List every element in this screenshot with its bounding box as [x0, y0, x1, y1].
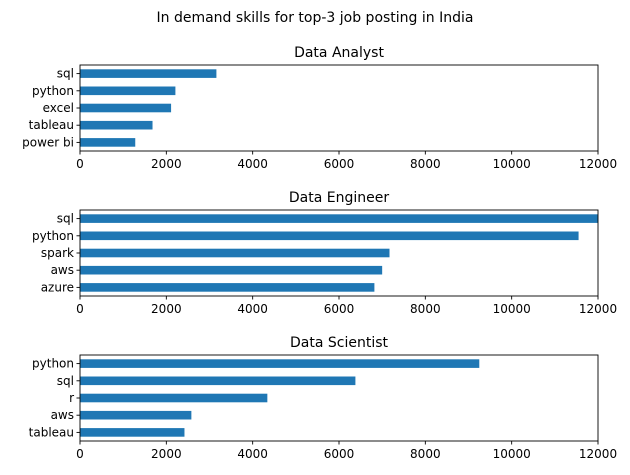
y-tick-label: power bi: [22, 135, 74, 149]
axes-frame: [79, 209, 599, 297]
y-tick-label: python: [32, 84, 74, 98]
y-tick-label: tableau: [29, 425, 74, 439]
bar-python: [80, 231, 579, 241]
x-tick-label: 8000: [410, 157, 441, 171]
x-tick-label: 2000: [151, 447, 182, 461]
x-tick-label: 12000: [579, 302, 617, 316]
bar-power-bi: [80, 138, 136, 147]
x-tick-label: 6000: [324, 302, 355, 316]
bar-sql: [80, 214, 598, 223]
bar-excel: [80, 103, 172, 113]
subplot-title: Data Engineer: [289, 190, 389, 206]
subplot-title: Data Analyst: [294, 45, 384, 61]
axes-frame: [79, 64, 599, 152]
x-tick-label: 0: [76, 447, 84, 461]
x-tick-label: 0: [76, 157, 84, 171]
figure-title: In demand skills for top-3 job posting i…: [157, 10, 474, 26]
subplot-data-analyst: Data Analyst sql python excel tableau power …: [22, 45, 617, 171]
y-tick-label: python: [32, 357, 74, 371]
x-tick-label: 12000: [579, 447, 617, 461]
bar-sql: [80, 376, 356, 386]
bar-aws: [80, 410, 192, 420]
y-tick-label: excel: [43, 101, 74, 115]
x-tick-label: 6000: [324, 157, 355, 171]
y-tick-label: azure: [41, 280, 74, 294]
y-tick-label: aws: [51, 263, 74, 277]
bar-sql: [80, 69, 217, 78]
bar-aws: [80, 265, 383, 275]
x-tick-label: 4000: [237, 447, 268, 461]
x-tick-label: 8000: [410, 447, 441, 461]
y-tick-label: sql: [57, 67, 74, 81]
bar-spark: [80, 248, 390, 258]
bar-python: [80, 359, 480, 368]
axes-frame: [79, 354, 599, 442]
y-tick-label: tableau: [29, 118, 74, 132]
bar-tableau: [80, 428, 185, 437]
bar-r: [80, 393, 268, 403]
x-tick-label: 4000: [237, 302, 268, 316]
y-tick-label: spark: [41, 246, 74, 260]
x-tick-label: 2000: [151, 157, 182, 171]
y-tick-label: r: [69, 391, 74, 405]
y-tick-label: python: [32, 229, 74, 243]
x-tick-label: 6000: [324, 447, 355, 461]
x-tick-label: 0: [76, 302, 84, 316]
y-tick-label: sql: [57, 212, 74, 226]
x-tick-label: 10000: [493, 157, 531, 171]
y-tick-label: aws: [51, 408, 74, 422]
x-tick-label: 8000: [410, 302, 441, 316]
x-tick-label: 2000: [151, 302, 182, 316]
x-tick-label: 12000: [579, 157, 617, 171]
x-tick-label: 4000: [237, 157, 268, 171]
subplot-title: Data Scientist: [290, 335, 389, 351]
x-tick-label: 10000: [493, 447, 531, 461]
y-tick-label: sql: [57, 374, 74, 388]
x-tick-label: 10000: [493, 302, 531, 316]
bar-azure: [80, 283, 375, 292]
bar-tableau: [80, 120, 153, 130]
bar-python: [80, 86, 176, 96]
